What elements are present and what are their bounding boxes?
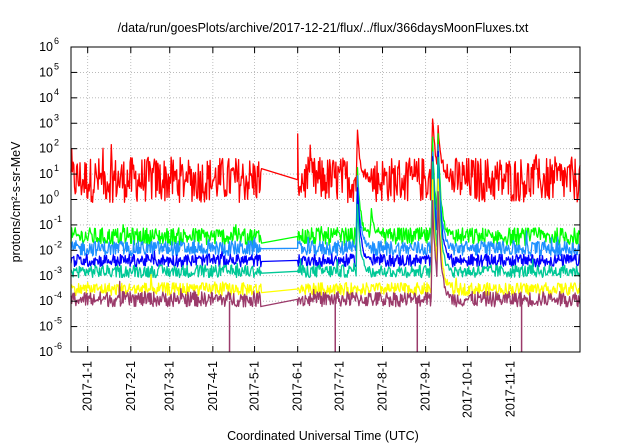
- y-tick-label: 10: [39, 294, 53, 308]
- x-tick-label: 2017-5-1: [248, 361, 262, 411]
- plot-area: 10 -610 -510 -410 -310 -210 -110 010 110 210 310 41…: [39, 36, 581, 418]
- y-tick-label: 10: [39, 65, 53, 79]
- x-axis-label: Coordinated Universal Time (UTC): [227, 429, 419, 443]
- y-tick-label: 10: [39, 167, 53, 181]
- y-tick-label: 10: [39, 243, 53, 257]
- series-line-3: [70, 144, 581, 257]
- y-tick-label-exponent: -1: [54, 214, 62, 224]
- y-tick-label: 10: [39, 320, 53, 334]
- y-tick-label: 10: [39, 218, 53, 232]
- y-tick-label: 10: [39, 193, 53, 207]
- y-axis-label: protons/cm²-s-sr-MeV: [9, 141, 23, 263]
- x-tick-label: 2017-10-1: [460, 361, 474, 418]
- y-tick-label-exponent: 2: [54, 138, 59, 148]
- y-tick-label-exponent: -3: [54, 265, 62, 275]
- y-tick-label-exponent: 0: [54, 189, 59, 199]
- y-tick-label: 10: [39, 91, 53, 105]
- y-tick-label-exponent: -5: [54, 316, 62, 326]
- x-tick-label: 2017-2-1: [124, 361, 138, 411]
- y-tick-label-exponent: 4: [54, 87, 59, 97]
- x-tick-label: 2017-1-1: [81, 361, 95, 411]
- y-tick-label: 10: [39, 116, 53, 130]
- y-tick-label-exponent: 1: [54, 163, 59, 173]
- series-line-5: [70, 156, 581, 279]
- chart-title: /data/run/goesPlots/archive/2017-12-21/f…: [118, 21, 529, 35]
- y-tick-label-exponent: 3: [54, 112, 59, 122]
- y-tick-label: 10: [39, 269, 53, 283]
- x-tick-label: 2017-11-1: [504, 361, 518, 417]
- series-line-7: [70, 191, 581, 308]
- y-tick-label: 10: [39, 40, 53, 54]
- series-line-4: [70, 150, 580, 268]
- series-line-2: [70, 133, 581, 247]
- x-tick-label: 2017-7-1: [332, 361, 346, 411]
- y-tick-label-exponent: 5: [54, 61, 59, 71]
- x-tick-label: 2017-6-1: [291, 361, 305, 411]
- y-tick-label-exponent: -6: [54, 341, 62, 351]
- series-line-6: [70, 178, 581, 297]
- y-tick-label-exponent: 6: [54, 36, 59, 46]
- y-tick-label: 10: [39, 142, 53, 156]
- y-tick-label: 10: [39, 345, 53, 359]
- series-line-1: [70, 118, 581, 204]
- y-tick-label-exponent: -4: [54, 290, 62, 300]
- y-tick-label-exponent: -2: [54, 239, 62, 249]
- x-tick-label: 2017-9-1: [419, 361, 433, 411]
- x-tick-label: 2017-4-1: [206, 361, 220, 411]
- x-tick-label: 2017-3-1: [163, 361, 177, 411]
- x-tick-label: 2017-8-1: [376, 361, 390, 411]
